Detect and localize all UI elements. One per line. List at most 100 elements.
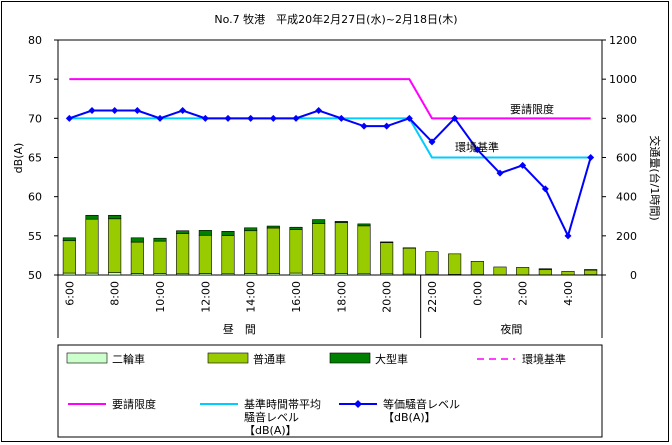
x-tick-label: 16:00 [290,281,303,313]
annotation-standard: 環境基準 [455,140,499,154]
x-tick-label: 8:00 [109,281,122,306]
equivalent-level-point [111,107,119,114]
bar-普通車 [493,266,507,276]
bar-普通車 [334,222,348,274]
y-right-tick-label: 0 [630,269,637,282]
bar-普通車 [130,241,144,274]
y-left-tick-label: 70 [28,112,42,125]
bar-二輪車 [108,272,122,276]
equivalent-level-point [65,114,73,122]
y-right-tick-label: 400 [616,191,637,204]
legend-label-equivalent: 等価騒音レベル [383,397,460,411]
equivalent-level-point [247,114,255,122]
bar-普通車 [266,227,280,274]
period-label: 昼 間 [223,323,256,336]
limit-line [69,78,591,120]
x-tick-label: 10:00 [154,281,167,313]
equivalent-level-point [315,107,323,114]
equivalent-level-point [133,107,141,114]
x-tick-label: 20:00 [381,281,394,313]
bar-普通車 [62,240,76,274]
equivalent-level-point [383,122,391,130]
y-right-axis-title: 交通量(台/1時間) [648,135,662,220]
x-tick-label: 4:00 [562,281,575,306]
y-left-tick-label: 60 [28,191,42,204]
bar-普通車 [312,223,326,274]
equivalent-level-point [541,185,549,193]
bar-普通車 [425,251,439,275]
y-left-tick-label: 75 [28,73,42,86]
bar-大型車 [62,237,76,242]
equivalent-level-point [473,146,481,154]
y-left-tick-label: 65 [28,152,42,165]
x-tick-label: 22:00 [426,281,439,313]
equivalent-level-point [269,114,277,122]
bar-大型車 [85,214,99,220]
x-tick-label: 14:00 [245,281,258,313]
bar-普通車 [176,233,190,275]
equivalent-level-point [88,107,96,114]
bar-大型車 [357,223,371,227]
bar-普通車 [448,253,462,275]
bar-普通車 [108,218,122,273]
bar-大型車 [108,214,122,220]
bar-大型車 [198,230,212,236]
legend-label-motorcycle: 二輪車 [112,352,145,366]
bar-大型車 [289,226,303,230]
bar-大型車 [266,225,280,229]
bar-大型車 [130,237,144,243]
equivalent-level-point [587,154,595,161]
period-label: 夜間 [500,322,522,336]
bar-大型車 [176,230,190,234]
legend-swatch-car [207,352,249,364]
legend-label-equivalent: 【dB(A)】 [383,411,436,424]
bar-普通車 [516,267,530,276]
equivalent-level-point [519,161,527,169]
legend-swatch-truck [329,352,371,364]
x-tick-label: 12:00 [199,281,212,313]
equivalent-level-point [405,114,413,122]
y-right-tick-label: 600 [616,152,637,165]
y-right-tick-label: 200 [616,230,637,243]
equivalent-level-point [564,232,572,240]
y-left-axis-title: dB(A) [12,143,25,174]
bar-普通車 [221,235,235,275]
legend-marker-equivalent [354,400,362,408]
equivalent-level-point [337,114,345,122]
x-tick-label: 18:00 [335,281,348,313]
bar-大型車 [584,269,598,271]
bar-普通車 [584,269,598,275]
bar-普通車 [538,269,552,276]
equivalent-level-point [156,114,164,122]
y-left-tick-label: 80 [28,34,42,47]
bar-普通車 [357,225,371,275]
y-left-tick-label: 55 [28,230,42,243]
equivalent-level-point [201,114,209,122]
avg-level-line [69,117,591,159]
x-tick-label: 0:00 [471,281,484,306]
equivalent-level-point [428,138,436,146]
legend-label-truck: 大型車 [375,352,408,366]
bar-普通車 [402,247,416,275]
equivalent-level-line [69,109,592,239]
legend-label-avg: 基準時間帯平均 [244,397,321,411]
bar-普通車 [470,260,484,275]
bar-普通車 [153,240,167,274]
bar-普通車 [85,218,99,274]
equivalent-level-point [179,107,187,114]
bar-大型車 [334,221,348,223]
y-right-tick-label: 800 [616,112,637,125]
bar-大型車 [244,227,258,232]
legend-label-avg: 騒音レベル [244,410,299,424]
bar-普通車 [289,229,303,274]
equivalent-level-point [360,122,368,130]
y-left-tick-label: 50 [28,269,42,282]
bar-大型車 [312,219,326,224]
x-tick-label: 6:00 [63,281,76,306]
x-tick-label: 2:00 [517,281,530,306]
annotation-limit: 要請限度 [510,102,554,116]
legend-label-standard: 環境基準 [522,352,566,366]
